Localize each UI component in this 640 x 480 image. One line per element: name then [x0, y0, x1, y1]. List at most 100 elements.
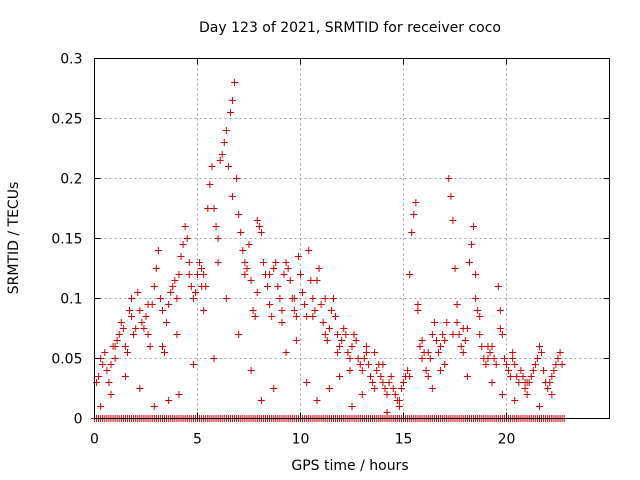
data-point — [496, 325, 504, 332]
data-point — [272, 259, 280, 266]
data-point — [113, 337, 121, 344]
data-point — [313, 277, 321, 284]
data-point — [317, 301, 325, 308]
data-point — [515, 379, 523, 386]
data-point — [521, 385, 529, 392]
y-tick-label: 0.05 — [51, 352, 82, 368]
data-point — [430, 319, 438, 326]
data-point — [391, 391, 399, 398]
data-point — [156, 295, 164, 302]
data-point — [121, 373, 129, 380]
data-point — [424, 349, 432, 356]
data-point — [105, 379, 113, 386]
data-point — [360, 355, 368, 362]
data-point — [389, 385, 397, 392]
data-point — [544, 385, 552, 392]
data-point — [358, 367, 366, 374]
data-point — [334, 349, 342, 356]
data-point — [519, 373, 527, 380]
data-point — [117, 319, 125, 326]
data-point — [395, 403, 403, 410]
data-point — [218, 151, 226, 158]
data-point — [513, 373, 521, 380]
data-point — [214, 235, 222, 242]
data-point — [461, 337, 469, 344]
data-point — [449, 217, 457, 224]
data-point — [327, 307, 335, 314]
data-point — [128, 295, 136, 302]
data-point — [196, 259, 204, 266]
data-point — [550, 367, 558, 374]
data-point — [470, 223, 478, 230]
y-tick-label: 0 — [74, 412, 83, 428]
data-point — [270, 385, 278, 392]
data-point — [173, 331, 181, 338]
data-point — [395, 397, 403, 404]
data-point — [459, 325, 467, 332]
data-point — [379, 379, 387, 386]
data-point — [373, 367, 381, 374]
data-point — [152, 265, 160, 272]
data-point — [554, 355, 562, 362]
data-point — [387, 373, 395, 380]
data-point — [482, 361, 490, 368]
data-point — [319, 319, 327, 326]
x-tick-label: 15 — [395, 432, 413, 448]
data-point — [416, 343, 424, 350]
data-point — [500, 355, 508, 362]
data-point — [424, 373, 432, 380]
data-point — [181, 223, 189, 230]
data-point — [325, 385, 333, 392]
data-point — [235, 331, 243, 338]
data-point — [140, 325, 148, 332]
data-point — [239, 247, 247, 254]
data-point — [187, 283, 195, 290]
data-point — [465, 259, 473, 266]
data-point — [332, 313, 340, 320]
data-point — [301, 301, 309, 308]
data-point — [264, 283, 272, 290]
data-point — [323, 337, 331, 344]
data-point — [235, 211, 243, 218]
data-point — [509, 355, 517, 362]
data-point — [183, 235, 191, 242]
data-point — [492, 361, 500, 368]
data-point — [134, 289, 142, 296]
y-axis-label: SRMTID / TECUs — [6, 182, 22, 295]
data-point — [251, 313, 259, 320]
data-point — [408, 229, 416, 236]
data-point — [540, 367, 548, 374]
data-point — [165, 301, 173, 308]
data-point — [97, 403, 105, 410]
data-point — [377, 373, 385, 380]
data-point — [558, 361, 566, 368]
data-point — [350, 331, 358, 338]
data-point — [457, 343, 465, 350]
data-point — [132, 325, 140, 332]
data-point — [367, 373, 375, 380]
data-point — [441, 337, 449, 344]
data-point — [505, 367, 513, 374]
data-point — [548, 373, 556, 380]
data-point — [200, 307, 208, 314]
data-point — [437, 367, 445, 374]
data-point — [173, 295, 181, 302]
data-point — [348, 343, 356, 350]
data-point — [348, 403, 356, 410]
data-point — [253, 217, 261, 224]
data-point — [311, 307, 319, 314]
data-point — [437, 343, 445, 350]
data-point — [95, 373, 103, 380]
data-point — [270, 265, 278, 272]
data-point — [490, 355, 498, 362]
data-point — [210, 205, 218, 212]
data-point — [163, 319, 171, 326]
data-point — [503, 361, 510, 368]
data-point — [292, 313, 300, 320]
data-point — [472, 271, 480, 278]
data-point — [381, 385, 389, 392]
y-tick-label: 0.3 — [60, 52, 82, 68]
data-point — [233, 175, 241, 182]
data-point — [484, 343, 492, 350]
data-point — [220, 139, 228, 146]
